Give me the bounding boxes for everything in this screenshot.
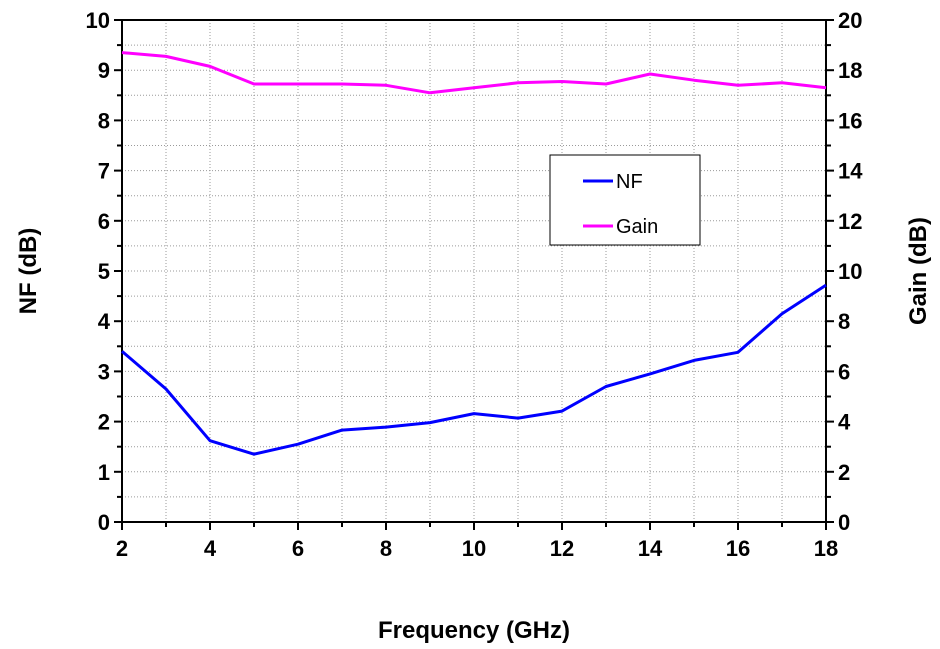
y2-tick-label: 16 [838, 108, 862, 133]
y2-axis-title: Gain (dB) [905, 217, 932, 325]
x-axis-ticks: 2 4 6 8 10 12 14 16 18 [116, 522, 838, 561]
legend-label-gain: Gain [616, 216, 658, 238]
legend-box [549, 154, 701, 246]
x-tick-label: 6 [292, 536, 304, 561]
y-tick-label: 5 [98, 259, 110, 284]
y-tick-label: 10 [86, 8, 110, 33]
grid [122, 20, 826, 522]
x-tick-label: 8 [380, 536, 392, 561]
y-axis-title: NF (dB) [15, 228, 42, 315]
y-tick-label: 3 [98, 359, 110, 384]
x-axis-title: Frequency (GHz) [378, 617, 570, 644]
legend: NF Gain [549, 154, 701, 246]
y2-tick-label: 4 [838, 410, 851, 435]
y2-tick-label: 8 [838, 309, 850, 334]
y2-tick-label: 2 [838, 460, 850, 485]
y-tick-label: 8 [98, 108, 110, 133]
left-axis-ticks: 0 1 2 3 4 5 6 7 8 9 10 [86, 8, 122, 535]
x-tick-label: 10 [462, 536, 486, 561]
x-tick-label: 2 [116, 536, 128, 561]
y-tick-label: 4 [98, 309, 111, 334]
y-tick-label: 6 [98, 209, 110, 234]
y2-tick-label: 10 [838, 259, 862, 284]
y2-tick-label: 12 [838, 209, 862, 234]
x-tick-label: 18 [814, 536, 838, 561]
y2-tick-label: 20 [838, 8, 862, 33]
legend-label-nf: NF [616, 171, 643, 193]
x-tick-label: 12 [550, 536, 574, 561]
y-tick-label: 0 [98, 510, 110, 535]
x-tick-label: 14 [638, 536, 663, 561]
y-tick-label: 1 [98, 460, 110, 485]
series-lines [121, 51, 827, 456]
right-axis-ticks: 0 2 4 6 8 10 12 14 16 18 20 [826, 8, 863, 535]
y-tick-label: 7 [98, 159, 110, 184]
y-tick-label: 9 [98, 58, 110, 83]
y2-tick-label: 18 [838, 58, 862, 83]
y-tick-label: 2 [98, 410, 110, 435]
y2-tick-label: 6 [838, 359, 850, 384]
series-line-nf [121, 283, 827, 456]
series-line-gain [121, 51, 827, 95]
y2-tick-label: 14 [838, 159, 863, 184]
x-tick-label: 4 [204, 536, 217, 561]
x-tick-label: 16 [726, 536, 750, 561]
y2-tick-label: 0 [838, 510, 850, 535]
